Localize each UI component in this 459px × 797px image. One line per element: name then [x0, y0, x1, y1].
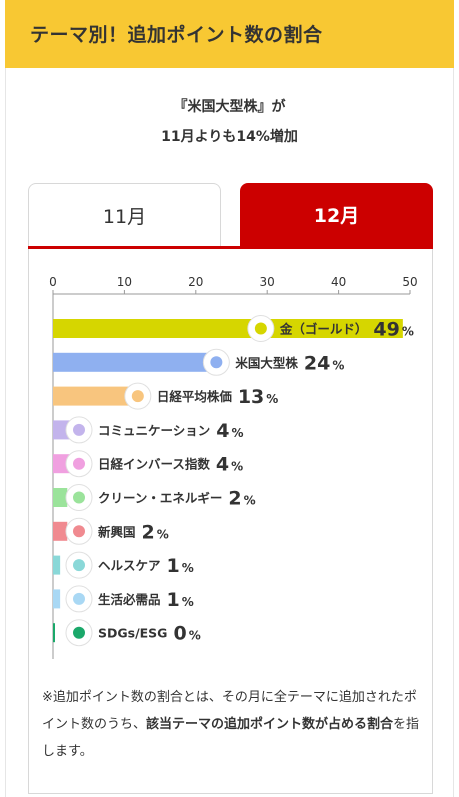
- value-suffix: %: [157, 527, 169, 541]
- x-tick-label: 40: [331, 275, 346, 289]
- icon-glyph: [131, 390, 144, 403]
- icon-glyph: [73, 525, 85, 538]
- x-tick-label: 30: [260, 275, 275, 289]
- icon-glyph: [73, 559, 85, 572]
- icon-glyph: [73, 626, 85, 639]
- icon-glyph: [210, 356, 223, 369]
- tab-label: 11月: [102, 205, 147, 228]
- value-label: 49: [373, 319, 399, 341]
- value-suffix: %: [231, 460, 243, 474]
- value-label: 1: [167, 589, 180, 611]
- value-suffix: %: [182, 561, 194, 575]
- footnote-end: を指します。: [42, 717, 420, 759]
- bar: [53, 589, 61, 609]
- wind-turbine-icon: [65, 484, 93, 511]
- x-tick-label: 10: [117, 275, 132, 289]
- icon-glyph: [254, 322, 267, 335]
- card: [5, 0, 454, 797]
- x-tick-label: 50: [402, 275, 417, 289]
- icon-glyph: [73, 457, 85, 470]
- bar-label: SDGs/ESG: [98, 626, 167, 641]
- tab-label: 12月: [313, 205, 360, 227]
- value-suffix: %: [402, 325, 414, 339]
- bar-label: 新興国: [98, 524, 136, 539]
- toilet-roll-icon: [65, 585, 93, 613]
- value-label: 0: [173, 623, 186, 645]
- bar-label: 米国大型株: [234, 355, 298, 370]
- icon-glyph: [73, 423, 85, 436]
- bar-label: 日経インバース指数: [98, 457, 210, 472]
- gold-bar-icon: [247, 315, 275, 342]
- footnote-bold: 該当テーマの追加ポイント数が占める割合: [146, 717, 394, 732]
- icon-glyph: [73, 592, 85, 605]
- section-title: テーマ別！追加ポイント数の割合: [30, 24, 323, 46]
- tab-november[interactable]: 11月: [28, 183, 221, 246]
- bar: [53, 521, 68, 541]
- value-label: 4: [216, 454, 229, 476]
- bar-label: コミュニケーション: [98, 423, 210, 438]
- sprout-icon: [65, 619, 93, 647]
- x-tick-label: 20: [188, 275, 203, 289]
- value-label: 13: [238, 386, 264, 408]
- value-suffix: %: [332, 358, 344, 372]
- section-header: テーマ別！追加ポイント数の割合: [5, 0, 454, 68]
- bar-label: 生活必需品: [98, 592, 161, 607]
- x-tick-label: 0: [49, 275, 57, 289]
- headline-line1: 『米国大型株』が: [173, 99, 286, 115]
- value-label: 2: [142, 521, 155, 543]
- value-label: 2: [228, 488, 241, 510]
- value-label: 24: [304, 352, 330, 374]
- bar: [53, 352, 225, 372]
- footnote: ※追加ポイント数の割合とは、その月に全テーマに追加されたポイント数のうち、該当テ…: [42, 684, 422, 765]
- headline-line2: 11月よりも14%増加: [161, 129, 298, 145]
- japan-flag-icon: [124, 382, 152, 410]
- us-flag-icon: [202, 348, 230, 376]
- footnote-text: ※追加ポイント数の割合とは、その月に全テーマに追加されたポイント数のうち、: [42, 690, 417, 732]
- bar: [53, 555, 61, 575]
- icon-glyph: [73, 491, 85, 504]
- value-suffix: %: [182, 595, 194, 609]
- value-suffix: %: [244, 494, 256, 508]
- tab-december[interactable]: 12月: [240, 183, 433, 246]
- value-label: 4: [216, 420, 229, 442]
- buildings-icon: [65, 517, 93, 545]
- bar: [53, 623, 55, 643]
- bar: [53, 488, 68, 507]
- bar-label: 日経平均株価: [157, 389, 233, 404]
- value-suffix: %: [189, 629, 201, 643]
- bar: [53, 319, 403, 338]
- chat-bubbles-icon: [65, 416, 93, 444]
- chart-panel: 0 10 20 30 40 50 金（ゴールド） 49% 米国大型株 24% 日経平均株価 13% コミ…: [28, 249, 433, 794]
- value-suffix: %: [266, 392, 278, 406]
- tab-underline: [28, 246, 433, 249]
- value-suffix: %: [232, 426, 244, 440]
- bar-label: 金（ゴールド）: [279, 322, 368, 337]
- bar: [53, 386, 146, 406]
- bar-label: ヘルスケア: [98, 558, 161, 573]
- bar-label: クリーン・エネルギー: [98, 491, 222, 506]
- stethoscope-icon: [65, 551, 93, 579]
- value-label: 1: [167, 555, 180, 577]
- down-chart-icon: [65, 450, 93, 478]
- bar-chart: 0 10 20 30 40 50金（ゴールド） 49 %米国大型株 24 %日経平均株価 13 %コミ…: [49, 275, 418, 659]
